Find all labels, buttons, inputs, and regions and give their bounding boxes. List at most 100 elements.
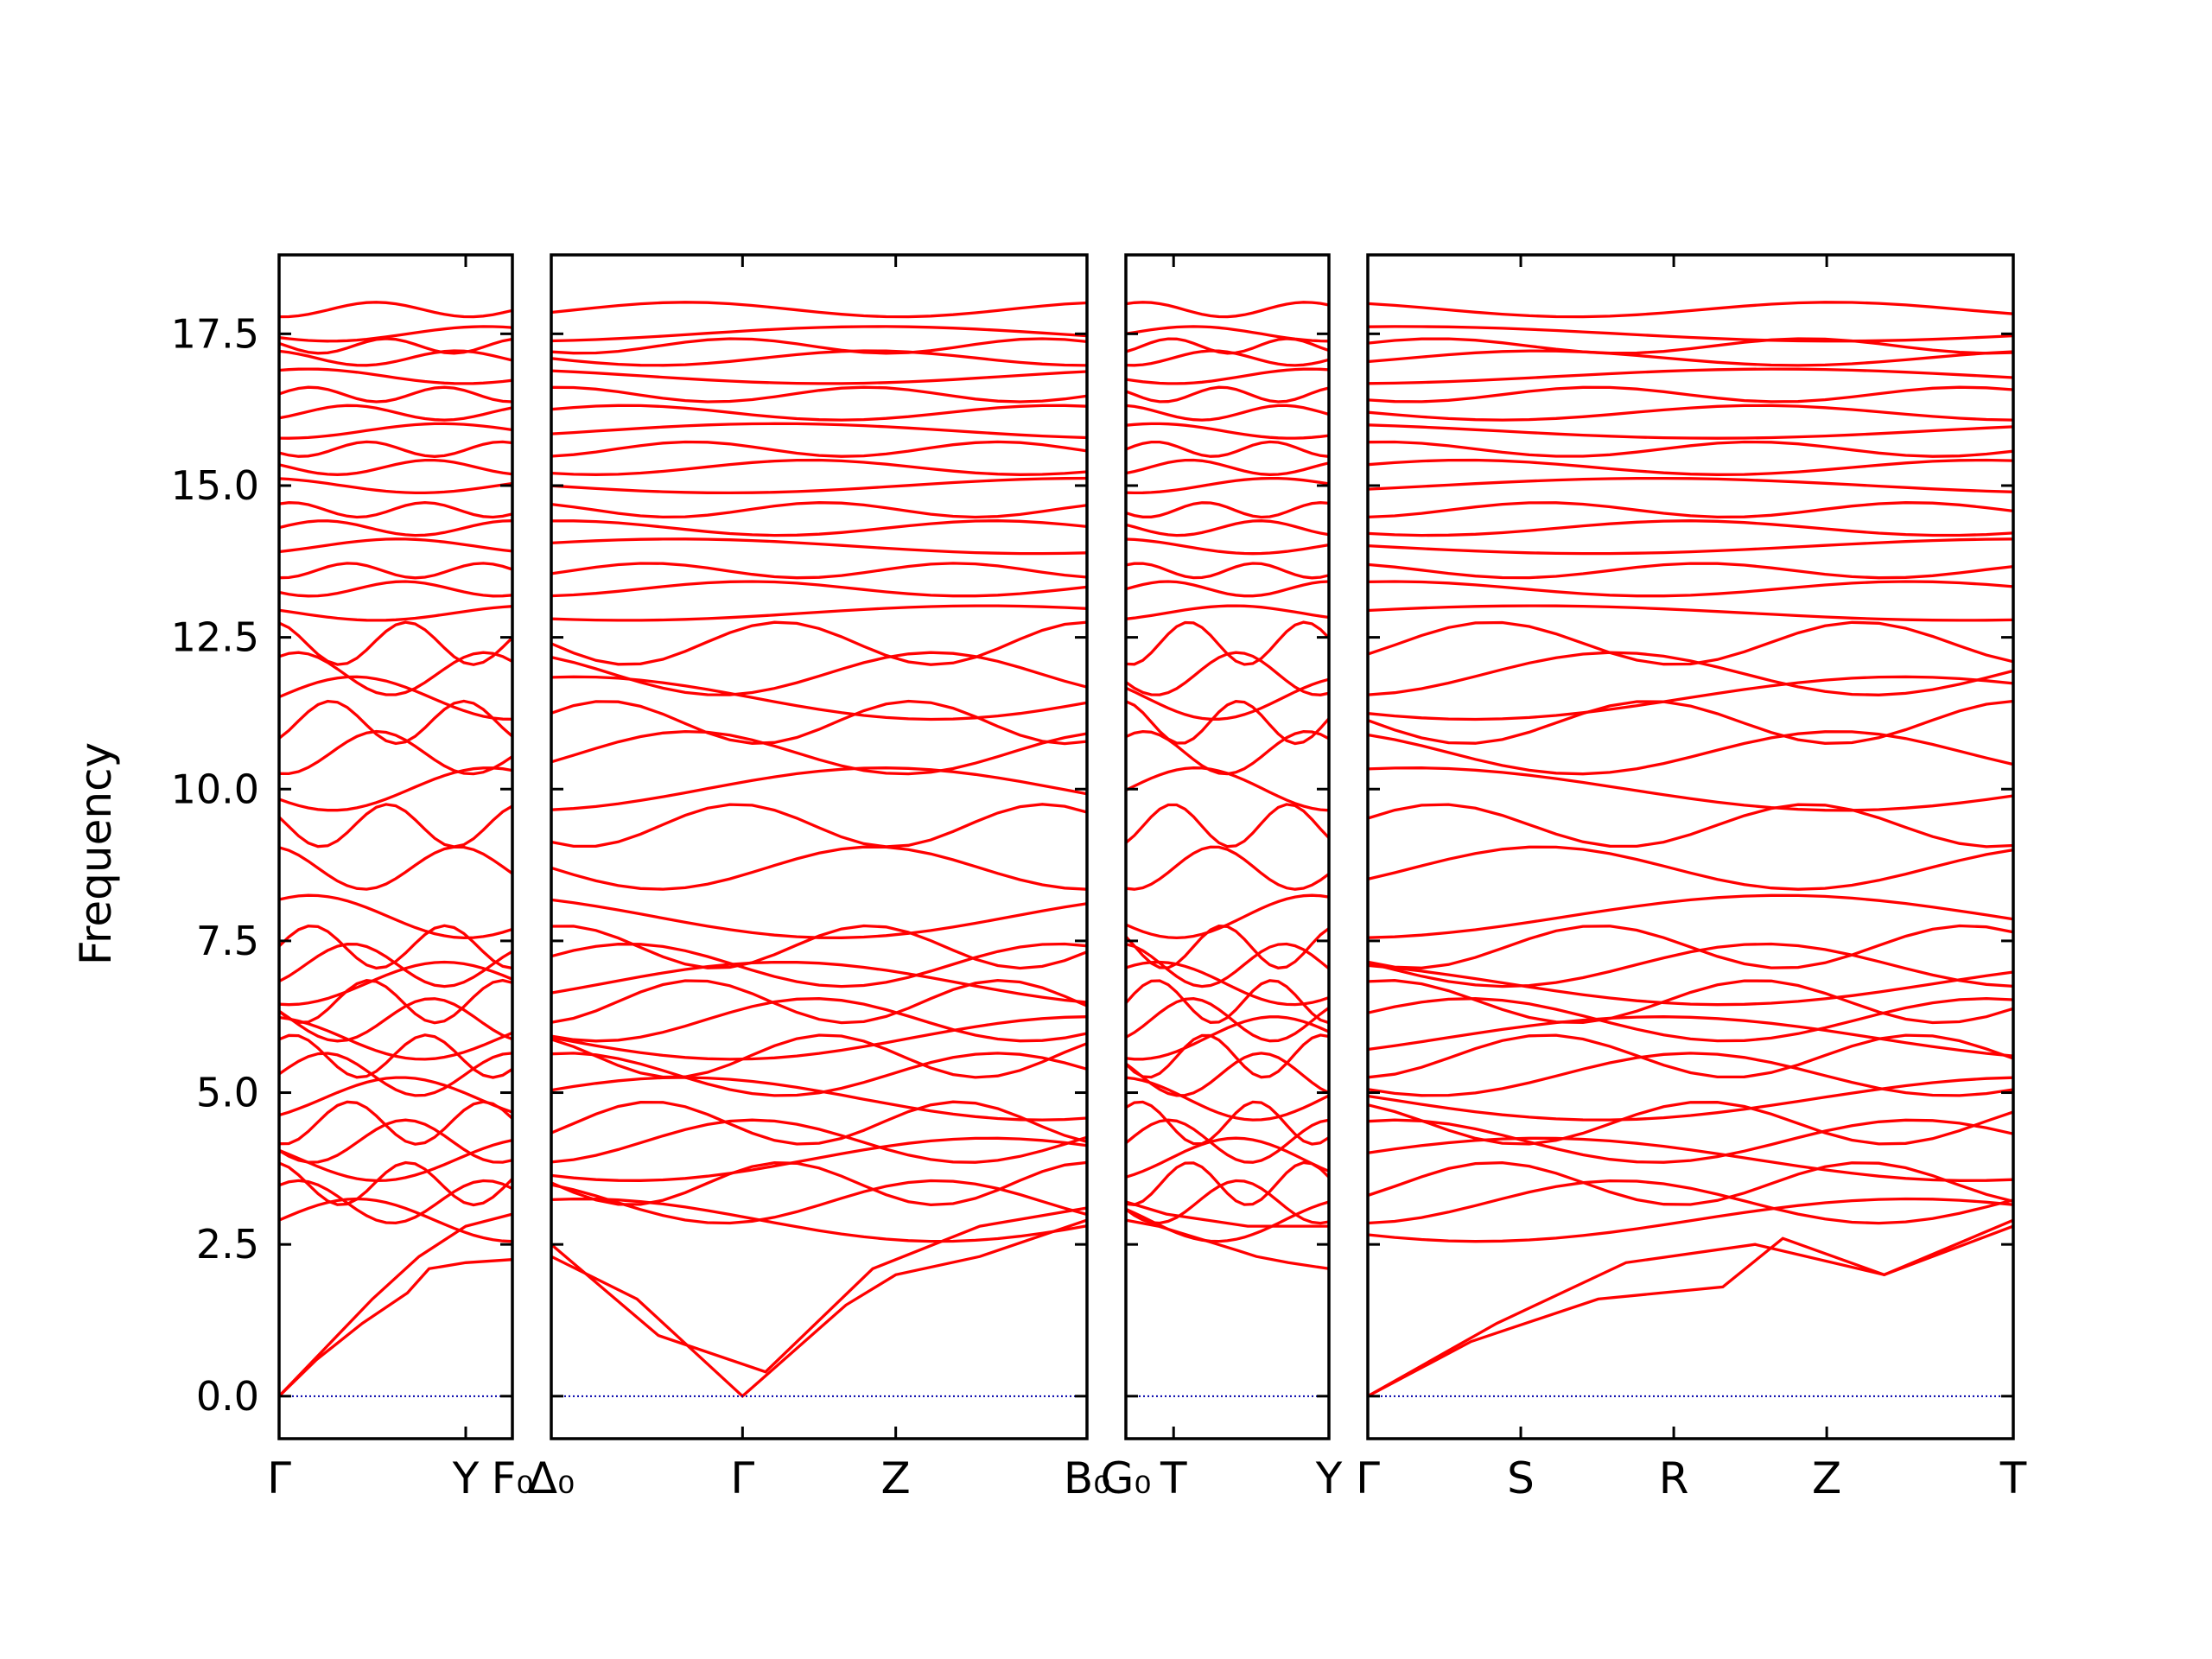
band-line	[550, 1218, 1088, 1399]
band-line	[550, 1052, 1088, 1097]
band-line	[1124, 803, 1331, 849]
band-line	[1125, 1160, 1331, 1206]
band-line	[1367, 501, 2014, 519]
band-line	[550, 1118, 1088, 1164]
band-line	[278, 893, 513, 940]
band-line	[1124, 979, 1330, 1025]
band-line	[1125, 519, 1330, 537]
panel-frame	[1124, 253, 1331, 1440]
band-line	[550, 604, 1088, 622]
band-line	[278, 404, 513, 422]
band-line	[1367, 1052, 2014, 1097]
y-tick-label: 2.5	[196, 1221, 259, 1268]
band-line	[550, 1179, 1088, 1225]
band-line	[1367, 1179, 2014, 1225]
band-line	[550, 1160, 1088, 1207]
band-line	[1125, 1015, 1330, 1061]
band-line	[278, 620, 514, 666]
band-line	[278, 1033, 513, 1079]
band-line	[550, 537, 1088, 556]
band-line	[1125, 729, 1330, 776]
y-axis-ticks: 0.0 2.5 5.0 7.5 10.0 12.5 15.0 17.5	[171, 310, 2013, 1420]
band-line	[277, 1212, 513, 1397]
band-line	[278, 729, 513, 776]
band-line	[278, 519, 513, 537]
band-line	[550, 699, 1088, 746]
band-line	[550, 997, 1088, 1043]
band-line	[1367, 942, 2014, 988]
band-line	[278, 997, 513, 1043]
band-line	[1125, 1200, 1329, 1228]
x-tick-label: S	[1507, 1453, 1535, 1503]
band-line	[1367, 845, 2014, 891]
panel-frame	[277, 253, 514, 1440]
band-line	[1367, 1160, 2014, 1206]
band-line	[1367, 1015, 2014, 1058]
y-tick-label: 15.0	[171, 462, 259, 509]
band-line	[1367, 404, 2014, 422]
band-line	[278, 580, 513, 598]
band-line	[1125, 562, 1330, 580]
band-line	[1367, 1218, 2014, 1398]
band-line	[278, 1118, 513, 1164]
band-line	[550, 803, 1088, 849]
x-tick-label: Δ₀	[528, 1453, 575, 1503]
band-line	[550, 845, 1088, 891]
band-line	[278, 337, 513, 355]
band-line	[1125, 1136, 1330, 1179]
band-line	[1124, 1052, 1330, 1097]
band-line	[1367, 893, 2014, 939]
x-tick-label: Γ	[267, 1453, 291, 1503]
band-line	[278, 1197, 513, 1243]
x-tick-label: B₀	[1064, 1453, 1110, 1503]
band-line	[1367, 562, 2014, 580]
band-line	[1367, 1118, 2014, 1164]
x-tick-label: Z	[881, 1453, 911, 1503]
band-line	[550, 729, 1088, 776]
band-line	[550, 924, 1088, 970]
band-line	[277, 699, 514, 746]
band-line	[1124, 1118, 1330, 1164]
band-line	[550, 337, 1088, 355]
band-line	[550, 1197, 1088, 1243]
band-line	[1125, 422, 1330, 440]
band-line	[550, 385, 1088, 404]
band-line	[278, 440, 513, 458]
band-line	[278, 385, 513, 404]
band-line	[1367, 620, 2014, 666]
band-line	[1367, 651, 2014, 696]
band-line	[1125, 404, 1330, 422]
band-line	[278, 458, 513, 476]
band-line	[1367, 675, 2014, 721]
band-line	[550, 1100, 1088, 1146]
band-line	[1124, 925, 1331, 969]
band-line	[550, 898, 1088, 939]
band-line	[1367, 730, 2014, 776]
band-line	[278, 1100, 514, 1146]
y-tick-label: 10.0	[171, 766, 259, 812]
band-line	[278, 422, 513, 440]
band-line	[1124, 1033, 1330, 1079]
band-line	[550, 476, 1088, 495]
band-line	[1125, 501, 1330, 519]
band-line	[278, 537, 513, 554]
band-line	[278, 1052, 513, 1097]
band-line	[1125, 942, 1331, 988]
band-line	[550, 766, 1088, 811]
band-line	[278, 766, 513, 812]
band-line	[550, 422, 1088, 440]
x-tick-label: Y	[1315, 1453, 1343, 1503]
y-tick-label: 7.5	[196, 918, 259, 964]
y-tick-label: 17.5	[171, 310, 259, 357]
band-line	[1367, 580, 2014, 598]
band-line	[1125, 458, 1330, 476]
band-line	[550, 1015, 1088, 1061]
band-line	[1367, 963, 2014, 1007]
band-line	[550, 1206, 1088, 1374]
band-line	[550, 978, 1088, 1025]
y-tick-label: 5.0	[196, 1070, 259, 1116]
band-line	[1125, 845, 1330, 891]
band-line	[1367, 458, 2014, 476]
x-tick-label: G₀	[1101, 1453, 1152, 1503]
band-line	[278, 1179, 513, 1225]
